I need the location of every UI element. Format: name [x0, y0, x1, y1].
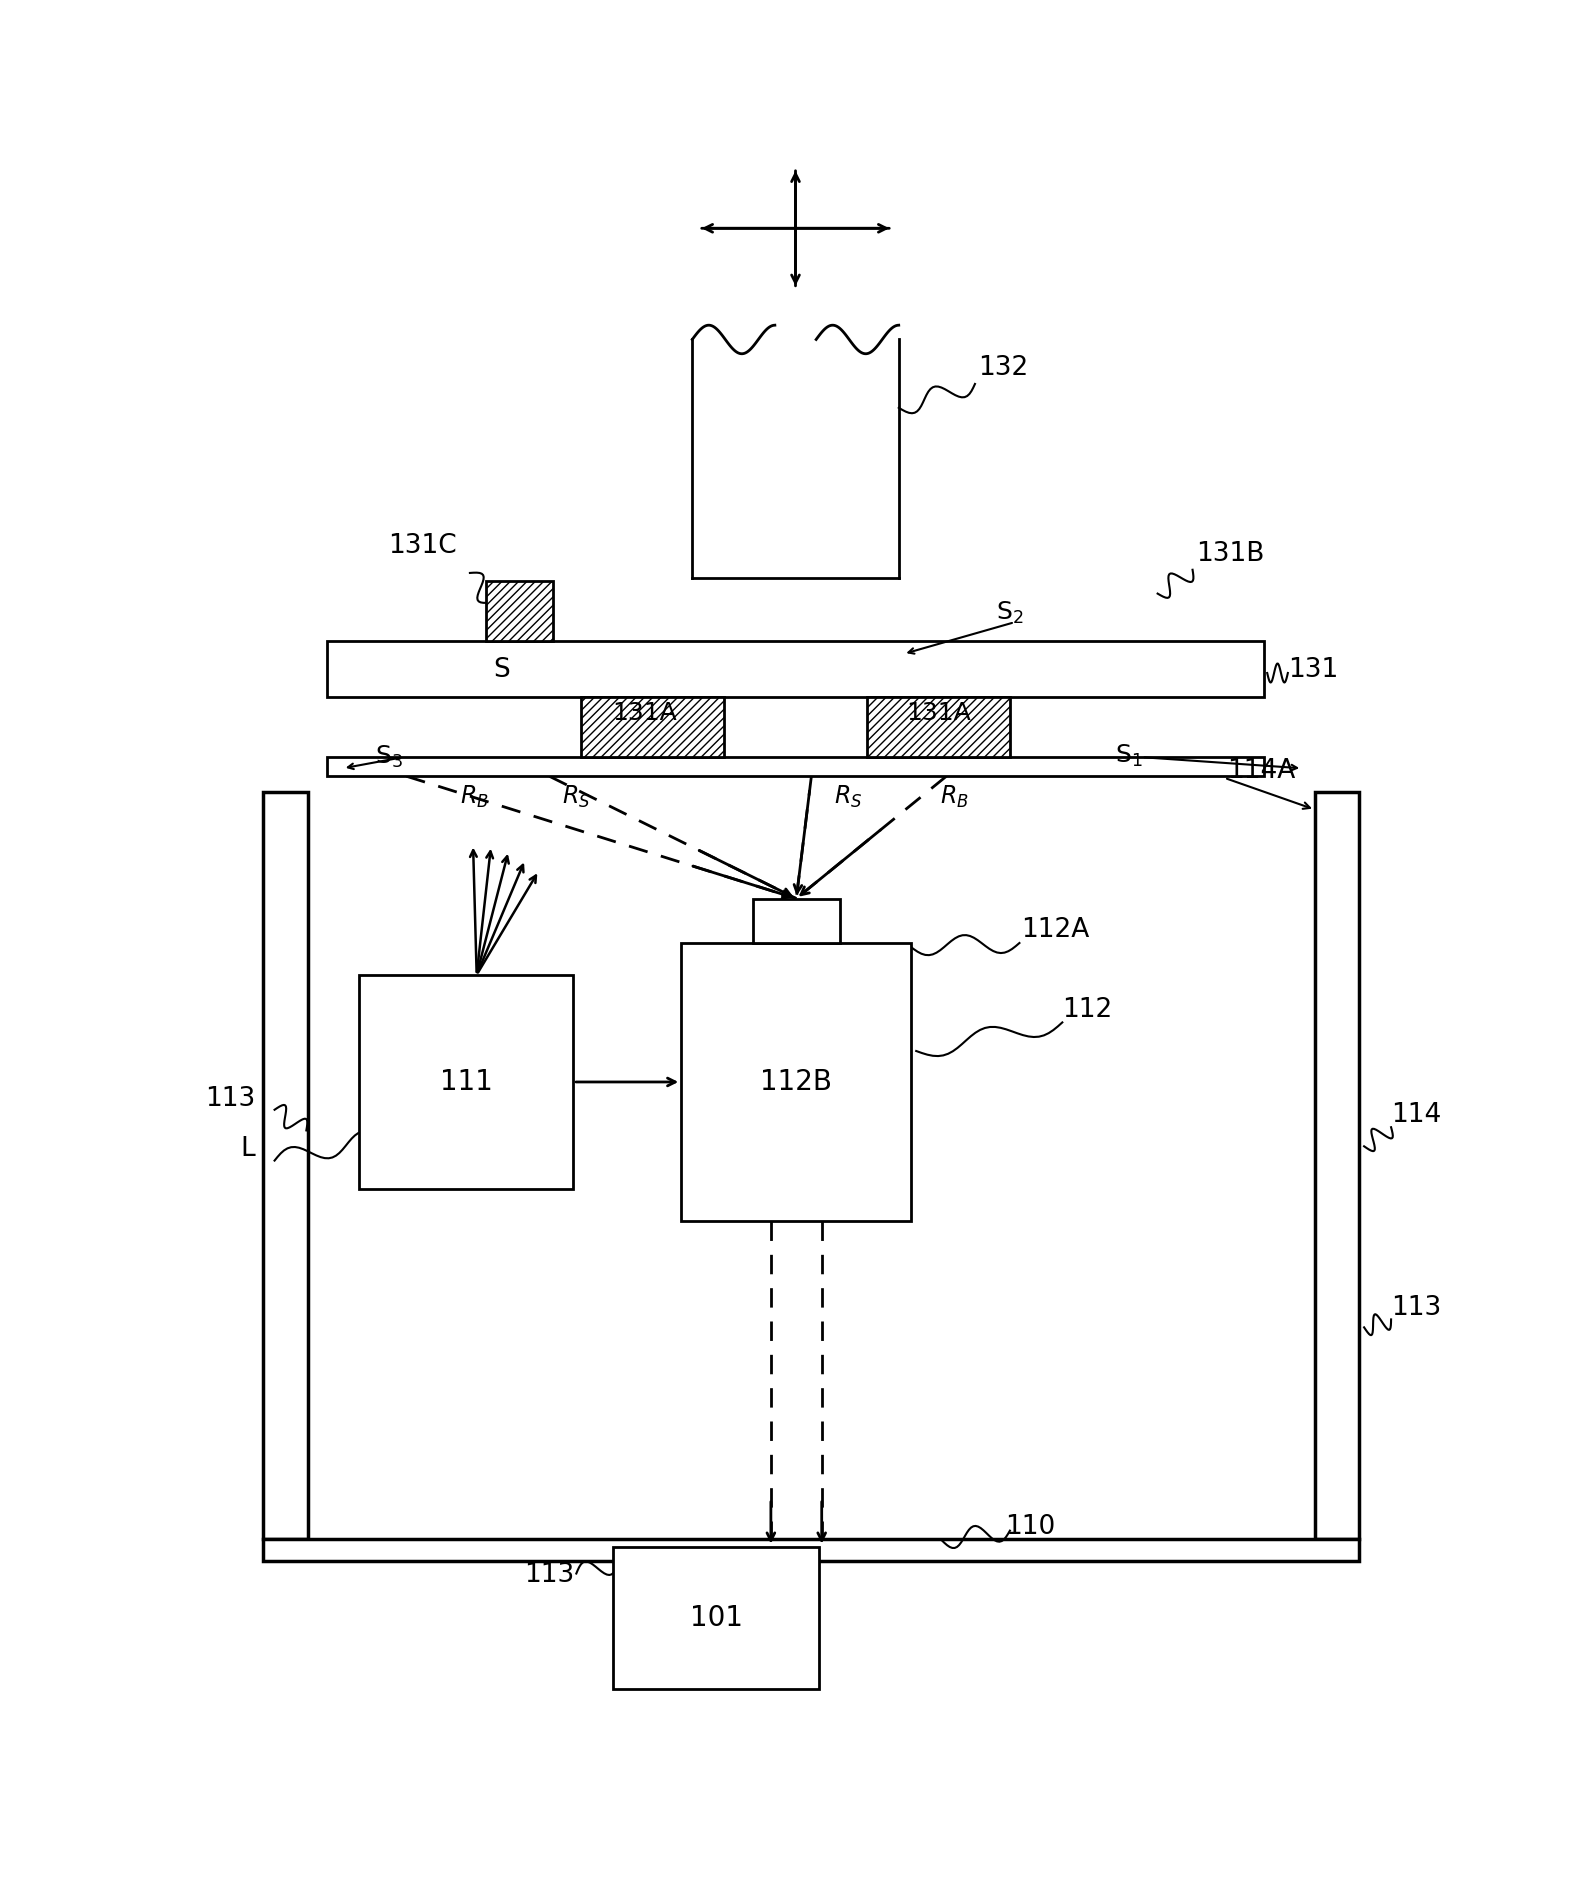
- Text: S$_2$: S$_2$: [996, 600, 1023, 626]
- Bar: [681, 943, 912, 1220]
- Text: $R_B$: $R_B$: [940, 785, 969, 809]
- Bar: [264, 792, 309, 1539]
- Text: 113: 113: [205, 1086, 256, 1111]
- Text: 112B: 112B: [760, 1067, 832, 1096]
- Text: 131A: 131A: [905, 702, 971, 724]
- Text: 113: 113: [1391, 1296, 1441, 1322]
- Text: 131A: 131A: [613, 702, 678, 724]
- Text: S$_1$: S$_1$: [1115, 743, 1142, 769]
- Text: 112A: 112A: [1021, 917, 1090, 943]
- Bar: [613, 1547, 819, 1690]
- Text: 114A: 114A: [1228, 758, 1295, 785]
- Text: 111: 111: [439, 1067, 492, 1096]
- Bar: [867, 696, 1010, 756]
- Bar: [264, 1539, 1359, 1562]
- Bar: [328, 756, 1263, 777]
- Text: 131: 131: [1287, 656, 1338, 683]
- Bar: [1314, 792, 1359, 1539]
- Bar: [485, 581, 552, 641]
- Text: $R_S$: $R_S$: [562, 785, 590, 809]
- Bar: [581, 696, 724, 756]
- Text: $R_S$: $R_S$: [834, 785, 862, 809]
- Text: L: L: [240, 1137, 256, 1162]
- Text: 101: 101: [689, 1603, 743, 1631]
- Text: 131C: 131C: [388, 534, 457, 558]
- Text: 132: 132: [978, 355, 1028, 381]
- Text: 110: 110: [1006, 1514, 1056, 1541]
- Text: 113: 113: [523, 1562, 574, 1588]
- Text: S: S: [493, 656, 511, 683]
- Bar: [358, 975, 573, 1190]
- Text: 112: 112: [1063, 996, 1112, 1022]
- Text: 131B: 131B: [1196, 541, 1265, 568]
- Text: $R_B$: $R_B$: [460, 785, 488, 809]
- Text: S$_3$: S$_3$: [374, 745, 403, 769]
- Bar: [753, 898, 840, 943]
- Bar: [328, 641, 1263, 696]
- Text: 114: 114: [1391, 1101, 1441, 1128]
